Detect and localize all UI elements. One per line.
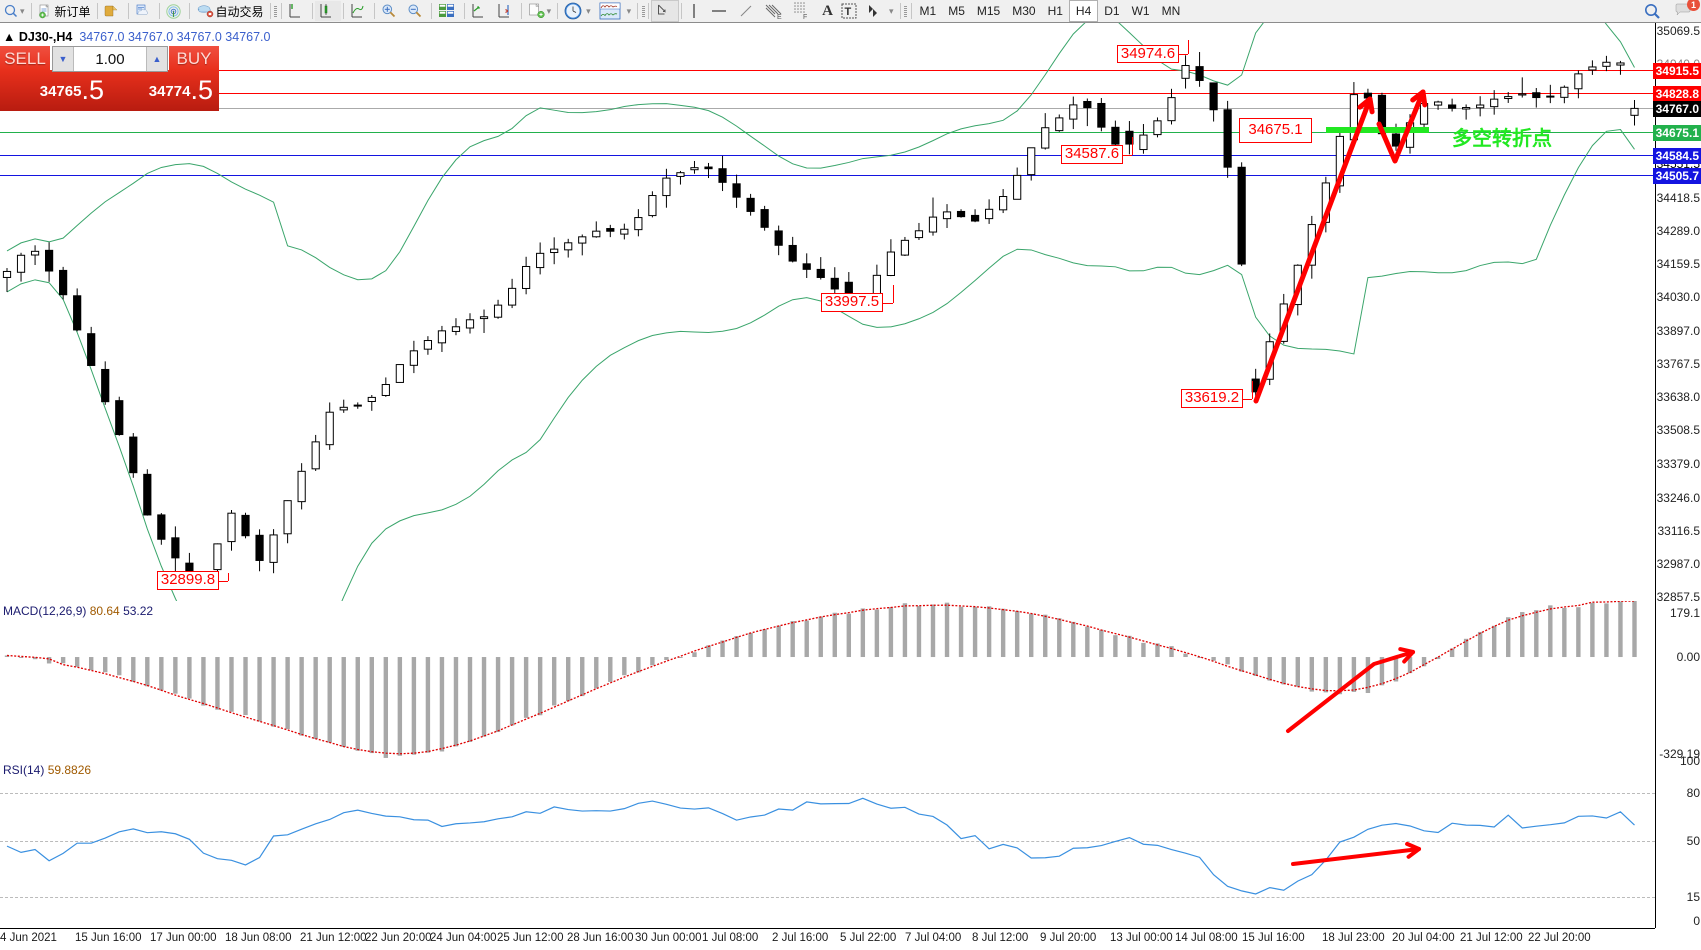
svg-text:F: F [803,14,807,20]
svg-text:T: T [845,6,852,18]
svg-text:E: E [777,14,782,20]
